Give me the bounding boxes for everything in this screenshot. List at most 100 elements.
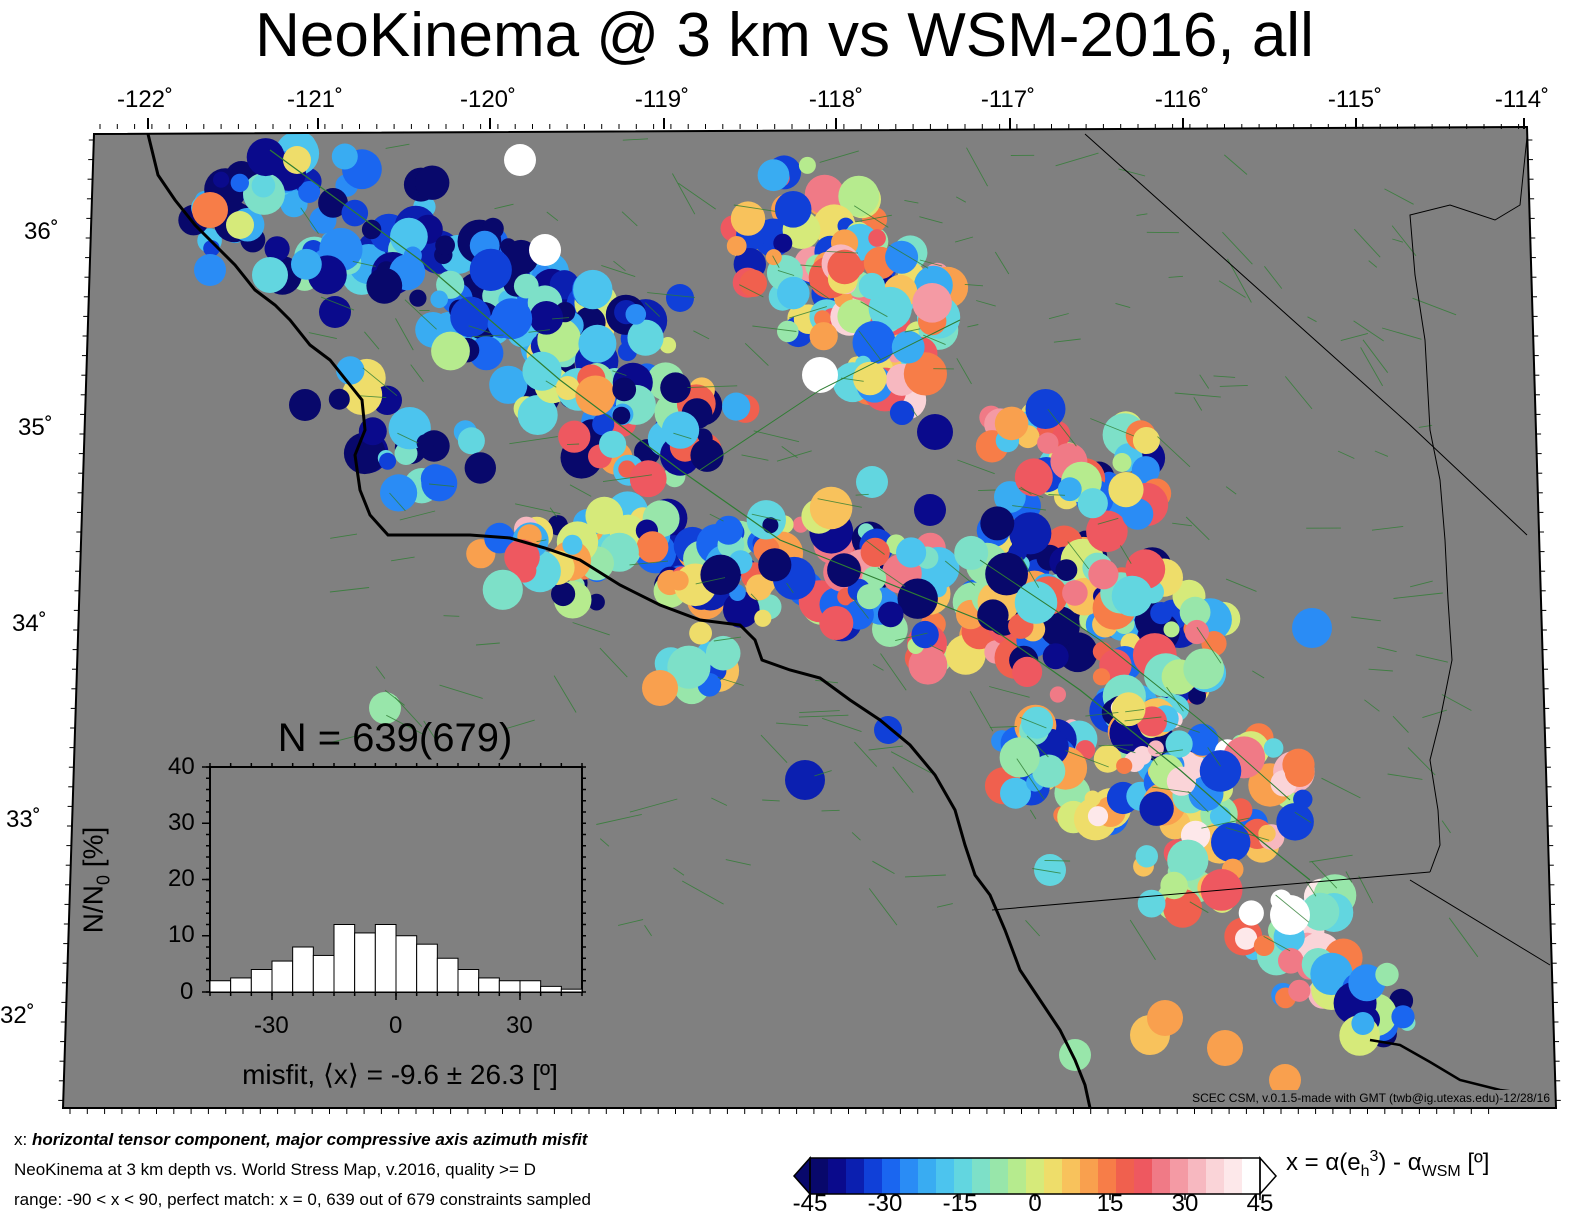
colorbar-swatch [900, 1158, 919, 1194]
misfit-cell [917, 414, 953, 450]
colorbar-swatch [882, 1158, 901, 1194]
misfit-cell [1112, 692, 1146, 726]
misfit-cell [404, 247, 422, 265]
histogram-bar [210, 981, 231, 992]
misfit-cell [1112, 576, 1153, 617]
colorbar-tick-45: 45 [1247, 1190, 1274, 1218]
histogram-bar [231, 978, 252, 992]
misfit-cell [1351, 1012, 1374, 1035]
misfit-cell [727, 236, 747, 256]
misfit-cell [573, 270, 612, 309]
misfit-cell [1056, 559, 1078, 581]
misfit-cell [722, 393, 750, 421]
misfit-cell [1239, 900, 1264, 925]
colorbar-swatch [936, 1158, 955, 1194]
misfit-cell [627, 320, 663, 356]
misfit-cell [912, 283, 952, 323]
misfit-cell [777, 277, 810, 310]
misfit-cell [1015, 458, 1053, 496]
misfit-cell [599, 431, 626, 458]
lat-label-32: 32˚ [0, 1002, 35, 1030]
misfit-cell [435, 235, 455, 255]
colorbar-swatch [972, 1158, 991, 1194]
misfit-cell [252, 257, 288, 293]
misfit-cell [342, 200, 369, 227]
misfit-cell [802, 357, 838, 393]
histogram-bar [355, 933, 376, 992]
misfit-cell [977, 599, 1008, 630]
misfit-cell [810, 487, 853, 530]
misfit-cell [892, 331, 925, 364]
colorbar-max-arrow [1260, 1158, 1276, 1194]
misfit-cell [857, 584, 882, 609]
misfit-cell [1026, 389, 1066, 429]
misfit-cell [1113, 453, 1132, 472]
misfit-cell [1050, 686, 1066, 702]
misfit-cell [465, 452, 496, 483]
misfit-cell [1375, 963, 1398, 986]
misfit-cell [714, 516, 743, 545]
histogram-y-label: N/N0 [%] [78, 827, 115, 933]
histogram-bar [375, 925, 396, 993]
hist-y-tick-0: 0 [180, 978, 193, 1006]
colorbar-swatch [1188, 1158, 1207, 1194]
misfit-cell [522, 352, 561, 391]
misfit-cell [878, 602, 904, 628]
misfit-cell [1183, 649, 1224, 690]
colorbar-tick-15: 15 [1097, 1190, 1124, 1218]
colorbar-swatch [1134, 1158, 1153, 1194]
note-line-3: range: -90 < x < 90, perfect match: x = … [14, 1190, 591, 1210]
misfit-cell [291, 249, 322, 280]
misfit-cell [1133, 427, 1160, 454]
misfit-cell [1009, 512, 1051, 554]
misfit-cell [1058, 477, 1082, 501]
misfit-cell [637, 531, 669, 563]
misfit-cell [1292, 608, 1332, 648]
hist-x-tick-30: 30 [506, 1012, 533, 1040]
misfit-cell [1043, 643, 1069, 669]
misfit-cell [810, 322, 838, 350]
lon-label-120: -120˚ [460, 86, 516, 114]
lon-label-119: -119˚ [635, 86, 689, 114]
colorbar-tick-neg45: -45 [793, 1190, 828, 1218]
lon-label-118: -118˚ [809, 86, 863, 114]
lat-label-35: 35˚ [18, 414, 53, 442]
misfit-cell [366, 268, 402, 304]
misfit-cell [1012, 657, 1042, 687]
colorbar-swatch [1170, 1158, 1189, 1194]
misfit-cell [1200, 750, 1242, 792]
histogram-bar [561, 989, 582, 992]
misfit-cell [409, 290, 426, 307]
misfit-cell [1254, 935, 1275, 956]
histogram-bar [541, 986, 562, 992]
misfit-cell [1264, 738, 1284, 758]
misfit-cell [504, 144, 536, 176]
histogram-bar [396, 936, 417, 992]
misfit-cell [1293, 790, 1312, 809]
misfit-cell [890, 401, 914, 425]
histogram-bar [458, 970, 479, 993]
misfit-cell [431, 332, 470, 371]
misfit-cell [1278, 948, 1304, 974]
histogram-bar [251, 970, 272, 993]
colorbar-swatch [1224, 1158, 1243, 1194]
colorbar-swatch [1026, 1158, 1045, 1194]
lon-label-117: -117˚ [981, 86, 1035, 114]
hist-x-tick-neg30: -30 [254, 1012, 289, 1040]
misfit-cell [1147, 1000, 1183, 1036]
colorbar-swatch [990, 1158, 1009, 1194]
misfit-cell [529, 234, 561, 266]
misfit-cell [1207, 1030, 1243, 1066]
misfit-cell [700, 555, 740, 595]
lon-label-114: -114˚ [1495, 86, 1549, 114]
misfit-cell [1150, 602, 1172, 624]
histogram-bar [313, 955, 334, 992]
colorbar-swatch [954, 1158, 973, 1194]
misfit-cell [819, 606, 853, 640]
misfit-cell [1059, 1039, 1091, 1071]
misfit-cell [626, 304, 647, 325]
misfit-cell [458, 427, 485, 454]
misfit-cell [896, 537, 926, 567]
misfit-cell [706, 636, 741, 671]
